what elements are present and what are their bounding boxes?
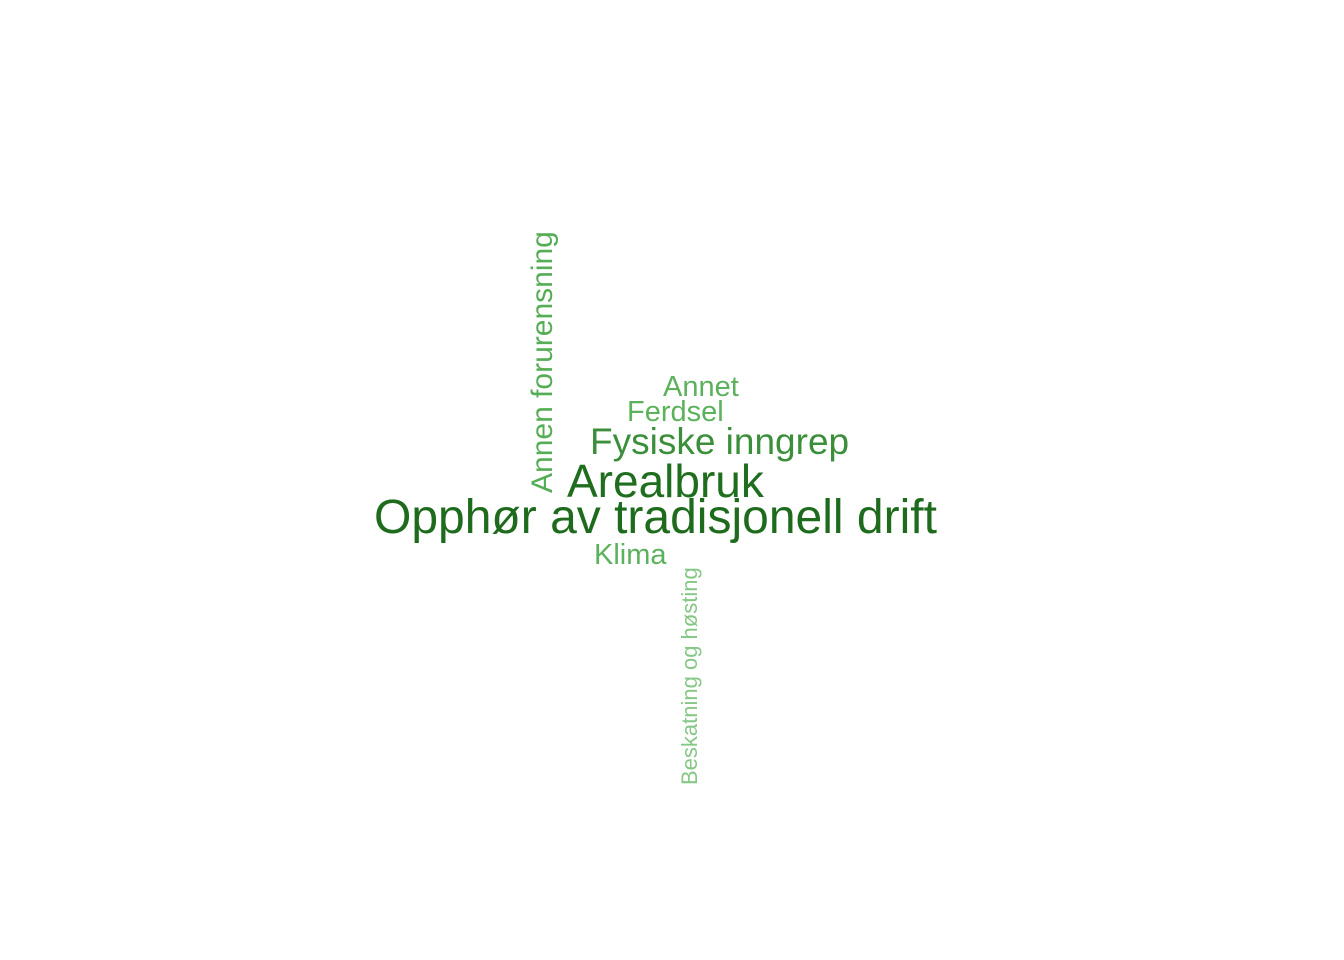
word-klima: Klima — [594, 539, 667, 571]
word-ferdsel: Ferdsel — [627, 396, 724, 428]
word-annet: Annet — [663, 371, 739, 403]
word-beskatning-og-hosting: Beskatning og høsting — [677, 567, 702, 785]
word-opphor-av-tradisjonell-drift: Opphør av tradisjonell drift — [374, 491, 937, 544]
word-arealbruk: Arealbruk — [567, 455, 764, 507]
word-fysiske-inngrep: Fysiske inngrep — [590, 421, 850, 462]
word-annen-forurensning: Annen forurensning — [526, 231, 559, 493]
